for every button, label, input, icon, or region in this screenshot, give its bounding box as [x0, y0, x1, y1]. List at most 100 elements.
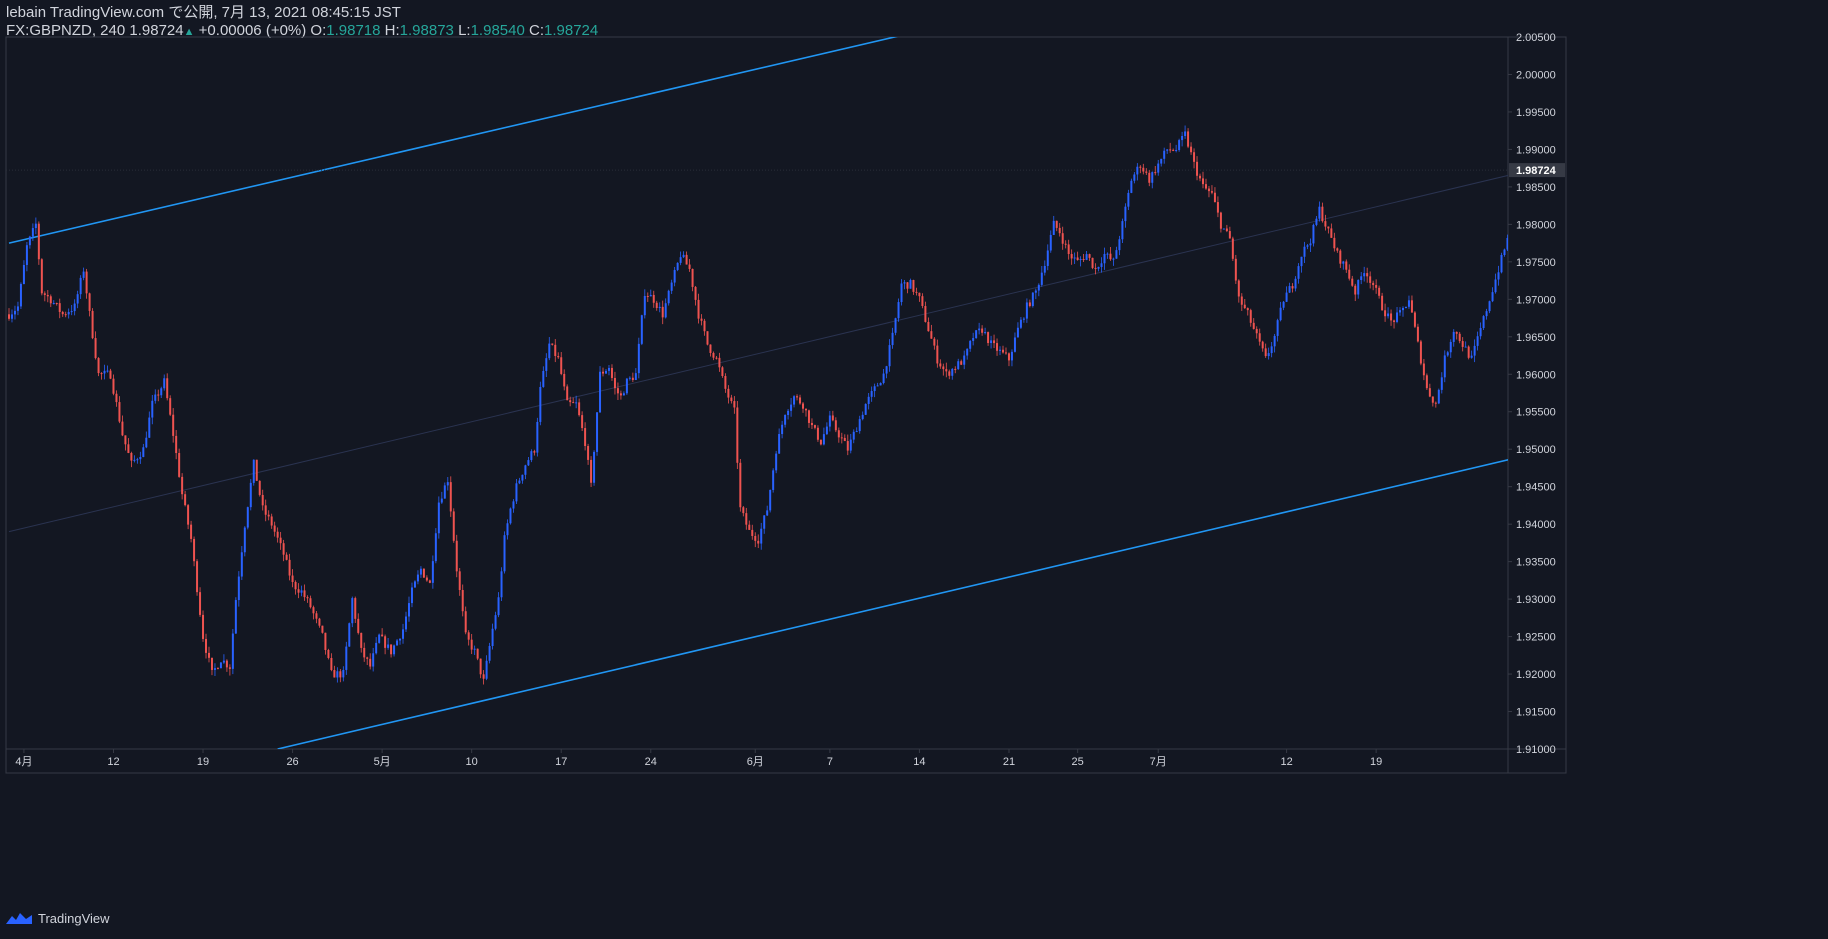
candle-body — [715, 357, 718, 359]
candle-body — [1157, 163, 1160, 173]
candle-body — [190, 524, 193, 539]
candle-body — [1273, 335, 1276, 347]
candle-body — [1449, 341, 1452, 353]
candle-body — [1572, 173, 1574, 175]
x-tick-label: 4月 — [15, 756, 32, 768]
candle-body — [348, 623, 351, 647]
candle-body — [682, 254, 685, 258]
candle-body — [16, 306, 19, 311]
candle-body — [163, 378, 166, 389]
candle-body — [1061, 233, 1064, 244]
candle-body — [330, 657, 333, 671]
candle-body — [10, 314, 13, 319]
candle-body — [1213, 192, 1216, 203]
candle-body — [1133, 174, 1136, 181]
candle-body — [900, 283, 903, 303]
candle-body — [407, 603, 410, 617]
candle-body — [655, 302, 658, 309]
candle-body — [1121, 221, 1124, 240]
candle-body — [915, 291, 918, 293]
candle-body — [1378, 287, 1381, 296]
candle-body — [434, 533, 437, 562]
candle-body — [578, 402, 581, 416]
candle-body — [121, 421, 124, 436]
candle-body — [428, 580, 431, 583]
candle-body — [1004, 352, 1007, 354]
candle-body — [1064, 243, 1067, 245]
symbol-label: FX:GBPNZD, 240 — [6, 22, 126, 39]
candle-body — [816, 427, 819, 440]
candle-body — [1279, 307, 1282, 321]
candle-body — [599, 371, 602, 413]
candle-body — [634, 373, 637, 380]
y-tick-label: 1.92000 — [1516, 669, 1556, 681]
candle-body — [85, 271, 88, 294]
y-tick-label: 1.99500 — [1516, 107, 1556, 119]
candle-body — [494, 615, 497, 629]
plot-area — [6, 37, 1574, 749]
candle-body — [622, 393, 625, 396]
candle-body — [1446, 352, 1449, 356]
candle-body — [76, 294, 79, 304]
candle-body — [482, 674, 485, 679]
candle-body — [82, 271, 85, 278]
candle-body — [148, 417, 151, 438]
candle-body — [1052, 220, 1055, 235]
candle-body — [799, 397, 802, 404]
x-tick-label: 6月 — [747, 756, 764, 768]
candle-body — [939, 363, 942, 367]
candle-body — [124, 435, 127, 445]
candle-body — [793, 396, 796, 405]
channel-upper-trendline — [8, 37, 898, 244]
candle-body — [366, 657, 369, 659]
candle-body — [1249, 310, 1252, 323]
candle-body — [228, 667, 231, 669]
candle-body — [240, 552, 243, 577]
candle-body — [1401, 307, 1404, 311]
x-tick-label: 24 — [645, 756, 657, 768]
candle-body — [70, 311, 73, 313]
candle-body — [1533, 197, 1535, 199]
candle-body — [91, 310, 94, 339]
candle-body — [975, 330, 978, 339]
candle-body — [999, 349, 1002, 351]
candle-body — [1264, 348, 1267, 357]
candle-body — [927, 321, 930, 332]
candle-body — [31, 228, 34, 237]
candle-body — [1330, 228, 1333, 238]
candle-body — [834, 420, 837, 431]
candle-body — [509, 508, 512, 524]
candle-body — [431, 561, 434, 583]
candle-body — [115, 393, 118, 403]
high-label: H: — [384, 22, 400, 39]
candle-body — [225, 660, 228, 668]
candle-body — [410, 587, 413, 604]
candle-body — [231, 633, 234, 669]
candle-body — [422, 568, 425, 578]
candle-body — [273, 525, 276, 532]
candle-body — [1202, 178, 1204, 185]
candle-body — [873, 386, 876, 392]
candle-body — [1569, 167, 1571, 174]
candle-body — [736, 407, 739, 463]
candle-body — [222, 660, 225, 663]
candle-body — [351, 598, 354, 624]
candle-body — [1455, 331, 1458, 334]
candle-body — [327, 649, 330, 658]
candle-body — [1270, 346, 1273, 354]
candle-body — [184, 494, 187, 506]
candle-body — [772, 470, 775, 490]
candle-body — [721, 367, 724, 376]
close-label: C: — [529, 22, 544, 39]
candle-body — [1315, 218, 1318, 225]
candle-body — [425, 577, 428, 581]
candle-body — [1031, 292, 1034, 306]
candle-body — [643, 295, 646, 316]
candle-body — [1363, 273, 1366, 277]
candle-body — [658, 306, 661, 309]
candle-body — [1118, 239, 1121, 251]
candle-body — [607, 367, 610, 371]
candle-body — [419, 568, 422, 575]
candle-body — [691, 268, 694, 287]
